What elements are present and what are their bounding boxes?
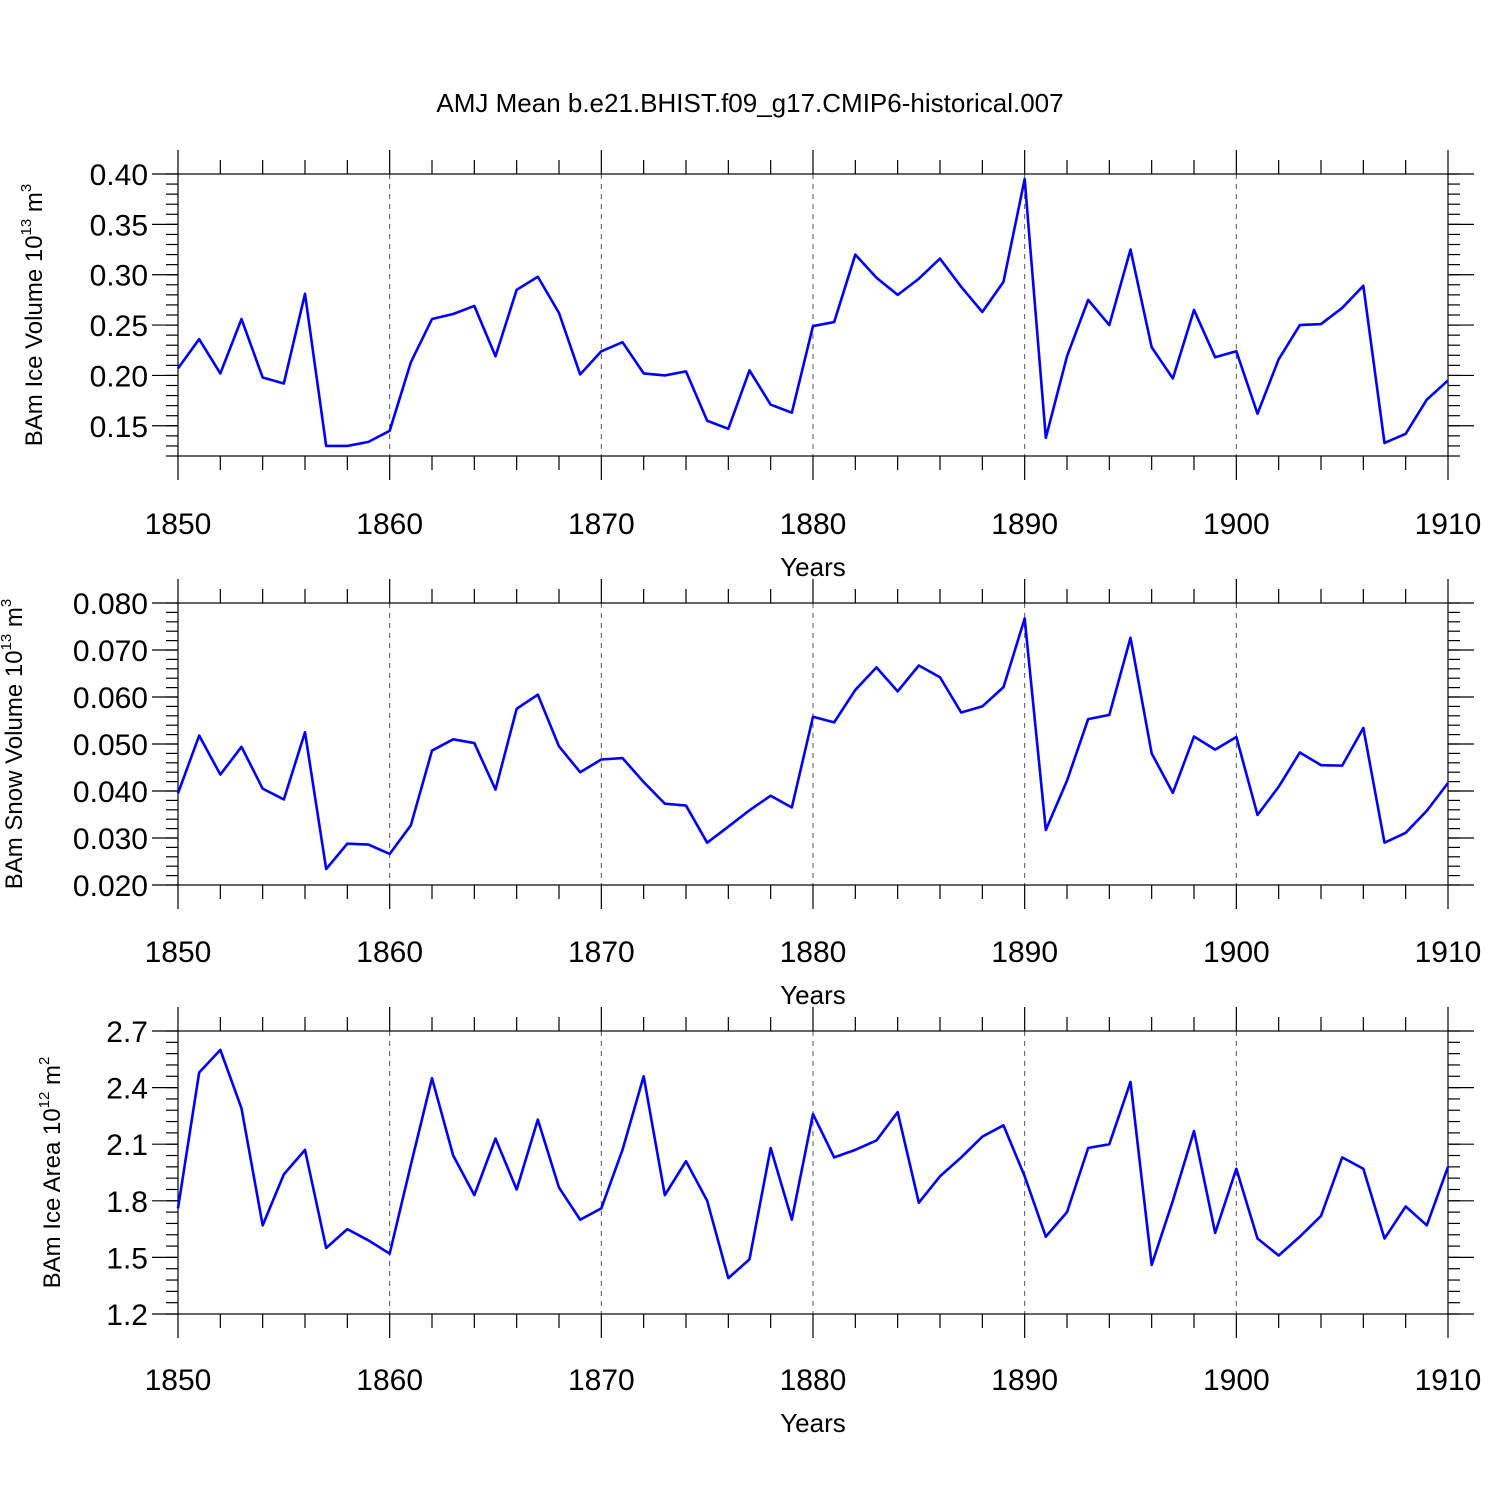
x-tick-label: 1870	[568, 936, 635, 969]
x-tick-label: 1880	[780, 936, 847, 969]
ice-area-series-line	[176, 1048, 1450, 1280]
panel-ice-volume: 0.15 0.20 0.25 0.30 0.35 0.40 1850 1860 1870 1880…	[18, 150, 1481, 582]
y-tick-label: 0.070	[73, 635, 148, 668]
x-tick-label: 1900	[1203, 508, 1270, 541]
x-tick-label: 1900	[1203, 1364, 1270, 1397]
y-tick-label: 0.15	[90, 411, 148, 444]
y-tick-label: 0.35	[90, 209, 148, 242]
y-tick-label: 2.7	[106, 1016, 148, 1049]
y-tick-label: 0.30	[90, 260, 148, 293]
x-tick-label: 1860	[356, 508, 423, 541]
x-axis-label: Years	[780, 1408, 846, 1438]
y-axis-label: BAm Snow Volume 1013 m3	[0, 599, 28, 890]
x-axis-label: Years	[780, 980, 846, 1010]
y-tick-label: 0.060	[73, 682, 148, 715]
panel-snow-volume: 0.020 0.030 0.040 0.050 0.060 0.070 0.080 1850 1…	[0, 579, 1481, 1010]
panels: 0.15 0.20 0.25 0.30 0.35 0.40 1850 1860 1870 1880…	[0, 150, 1481, 1438]
x-tick-label: 1910	[1415, 936, 1482, 969]
x-tick-label: 1880	[780, 508, 847, 541]
y-tick-label: 0.25	[90, 310, 148, 343]
y-tick-label: 0.020	[73, 870, 148, 903]
y-tick-label: 2.1	[106, 1129, 148, 1162]
x-tick-label: 1870	[568, 1364, 635, 1397]
x-tick-label: 1910	[1415, 1364, 1482, 1397]
y-tick-label: 1.2	[106, 1299, 148, 1332]
x-tick-label: 1860	[356, 936, 423, 969]
y-tick-label: 0.030	[73, 823, 148, 856]
y-axis-label: BAm Ice Volume 1013 m3	[18, 184, 48, 446]
y-tick-label: 0.20	[90, 360, 148, 393]
x-tick-label: 1890	[991, 508, 1058, 541]
x-tick-label: 1850	[145, 936, 212, 969]
y-tick-label: 1.5	[106, 1242, 148, 1275]
ice-volume-series-line	[176, 177, 1449, 448]
chart-title: AMJ Mean b.e21.BHIST.f09_g17.CMIP6-histo…	[436, 88, 1063, 118]
x-tick-label: 1880	[780, 1364, 847, 1397]
x-tick-label: 1910	[1415, 508, 1482, 541]
y-tick-label: 1.8	[106, 1186, 148, 1219]
x-tick-label: 1890	[991, 936, 1058, 969]
y-tick-label: 0.040	[73, 776, 148, 809]
y-tick-label: 0.40	[90, 159, 148, 192]
x-tick-label: 1850	[145, 508, 212, 541]
x-tick-label: 1870	[568, 508, 635, 541]
y-tick-label: 0.050	[73, 729, 148, 762]
x-tick-label: 1850	[145, 1364, 212, 1397]
y-axis-label: BAm Ice Area 1012 m2	[36, 1057, 66, 1289]
snow-volume-series-line	[176, 617, 1450, 871]
x-tick-label: 1900	[1203, 936, 1270, 969]
x-tick-label: 1890	[991, 1364, 1058, 1397]
y-tick-label: 0.080	[73, 588, 148, 621]
y-tick-label: 2.4	[106, 1073, 148, 1106]
x-axis-label: Years	[780, 552, 846, 582]
panel-ice-area: 1.2 1.5 1.8 2.1 2.4 2.7 1850 1860 1870 1880 1890 19…	[36, 1007, 1481, 1438]
x-tick-label: 1860	[356, 1364, 423, 1397]
